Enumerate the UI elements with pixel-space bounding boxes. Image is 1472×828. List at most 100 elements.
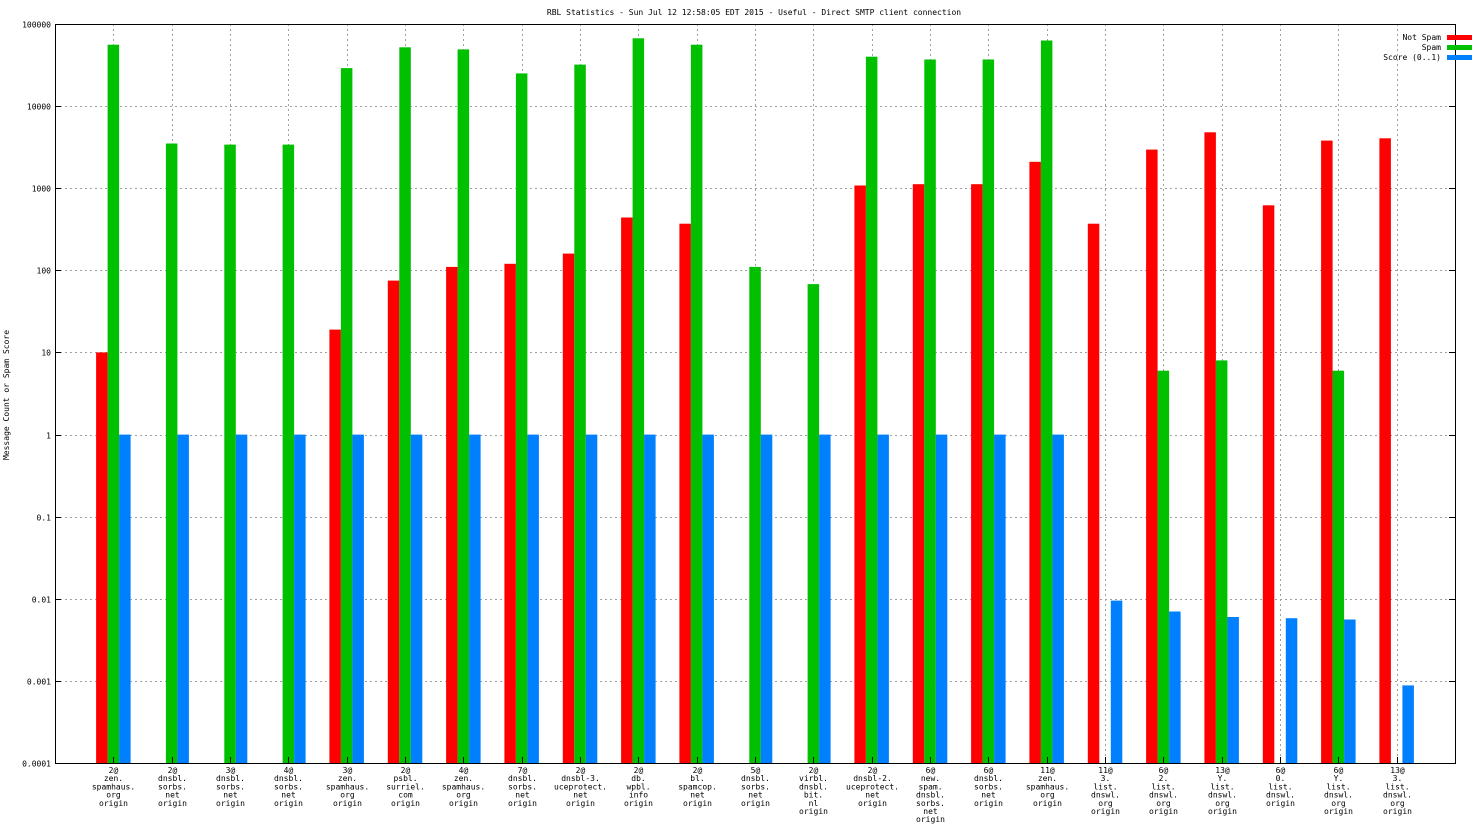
x-tick-label-line: net [865, 791, 880, 800]
bar-spam [982, 59, 995, 763]
x-tick-label-line: 2@ [109, 766, 119, 775]
x-tick-label-line: list. [1210, 782, 1234, 791]
legend-swatch [1447, 35, 1472, 40]
chart-title: RBL Statistics - Sun Jul 12 12:58:05 EDT… [547, 8, 961, 17]
x-tick-label-line: list. [1093, 782, 1117, 791]
x-tick-label-line: spamhaus. [442, 782, 485, 791]
bar-score-0-1 [410, 434, 423, 763]
x-tick-label-line: 6@ [984, 766, 994, 775]
x-tick-label-line: wpbl. [626, 782, 650, 791]
legend-label: Not Spam [1402, 33, 1441, 42]
y-tick-label: 0.001 [27, 678, 51, 687]
bar-not-spam [96, 352, 108, 763]
bar-not-spam [1087, 223, 1100, 763]
bar-not-spam [1262, 205, 1275, 764]
bar-not-spam [1321, 140, 1333, 764]
bar-score-0-1 [760, 434, 773, 763]
x-tick-label-line: db. [631, 774, 645, 783]
y-tick-label: 0.1 [37, 514, 52, 523]
x-tick-label-line: 2@ [693, 766, 703, 775]
x-tick-label-line: 2@ [576, 766, 586, 775]
x-tick-label-line: dnswl. [1266, 791, 1295, 800]
bar-spam [457, 49, 470, 763]
bar-score-0-1 [1227, 617, 1239, 763]
x-tick-label-line: origin [683, 799, 712, 808]
legend-label: Score (0..1) [1383, 53, 1441, 62]
bar-score-0-1 [1169, 611, 1181, 763]
x-tick-label-line: 3@ [343, 766, 353, 775]
x-tick-label-line: 6@ [1334, 766, 1344, 775]
y-tick-label: 10 [41, 349, 51, 358]
bar-spam [865, 56, 878, 763]
y-tick-label: 100 [37, 267, 52, 276]
x-tick-label-line: org [1331, 799, 1346, 808]
bar-score-0-1 [352, 434, 364, 763]
x-tick-label-line: origin [99, 799, 128, 808]
bar-spam [924, 59, 936, 763]
x-tick-label-line: org [1390, 799, 1405, 808]
x-tick-label-line: org [106, 791, 121, 800]
y-tick-label: 10000 [27, 103, 51, 112]
x-tick-label-line: sorbs. [274, 782, 303, 791]
bar-score-0-1 [1052, 434, 1064, 763]
bars [96, 38, 1414, 764]
x-tick-label-line: dnsbl-3. [561, 774, 600, 783]
x-tick-label-line: net [981, 791, 996, 800]
x-axis-labels: 2@zen.spamhaus.orgorigin2@dnsbl.sorbs.ne… [92, 757, 1412, 824]
x-tick-label-line: origin [1383, 807, 1412, 816]
x-tick-label-line: net [281, 791, 296, 800]
bar-not-spam [679, 223, 691, 763]
x-tick-label-line: 11@ [1098, 766, 1113, 775]
x-tick-label-line: net [223, 791, 238, 800]
x-tick-label-line: dnswl. [1324, 791, 1353, 800]
x-tick-label-line: org [1040, 791, 1055, 800]
x-tick-label-line: nl [809, 799, 819, 808]
bar-not-spam [446, 266, 458, 763]
y-tick-label: 100000 [22, 21, 51, 30]
x-tick-label-line: com [398, 791, 413, 800]
plot-frame [55, 24, 1456, 764]
bar-score-0-1 [235, 434, 248, 763]
x-tick-label-line: Y. [1334, 774, 1344, 783]
legend-label: Spam [1422, 43, 1441, 52]
bar-spam [632, 38, 645, 764]
x-tick-label-line: dnsbl. [508, 774, 537, 783]
bar-spam [807, 284, 820, 763]
bar-score-0-1 [877, 434, 889, 763]
x-tick-label-line: zen. [104, 774, 123, 783]
bar-not-spam [621, 217, 633, 763]
x-tick-label: 6@0.list.dnswl.origin [1266, 766, 1295, 808]
x-tick-label-line: surriel. [386, 782, 425, 791]
y-axis-ticks: 100000 10000 1000 100 10 1 0.1 0.01 0.001 0.0001 [22, 21, 1455, 769]
x-tick-label-line: dnsbl. [216, 774, 245, 783]
x-tick-label-line: spamhaus. [326, 782, 369, 791]
bar-score-0-1 [644, 434, 656, 763]
bar-not-spam [504, 263, 516, 763]
x-tick-label-line: 3. [1101, 774, 1111, 783]
bar-score-0-1 [1285, 618, 1298, 763]
x-tick-label-line: origin [1033, 799, 1062, 808]
x-tick-label-line: psbl. [393, 774, 417, 783]
x-tick-label-line: sorbs. [741, 782, 770, 791]
x-tick-label-line: 7@ [518, 766, 528, 775]
bar-not-spam [854, 185, 866, 763]
x-tick-label-line: origin [799, 807, 828, 816]
x-tick-label-line: 2@ [168, 766, 178, 775]
bar-score-0-1 [469, 434, 481, 763]
x-tick-label-line: zen. [1038, 774, 1057, 783]
bar-not-spam [329, 329, 341, 763]
x-tick-label-line: origin [1091, 807, 1120, 816]
bar-score-0-1 [177, 434, 189, 763]
x-tick-label-line: 2@ [868, 766, 878, 775]
x-tick-label-line: dnswl. [1383, 791, 1412, 800]
x-tick-label-line: origin [1266, 799, 1295, 808]
